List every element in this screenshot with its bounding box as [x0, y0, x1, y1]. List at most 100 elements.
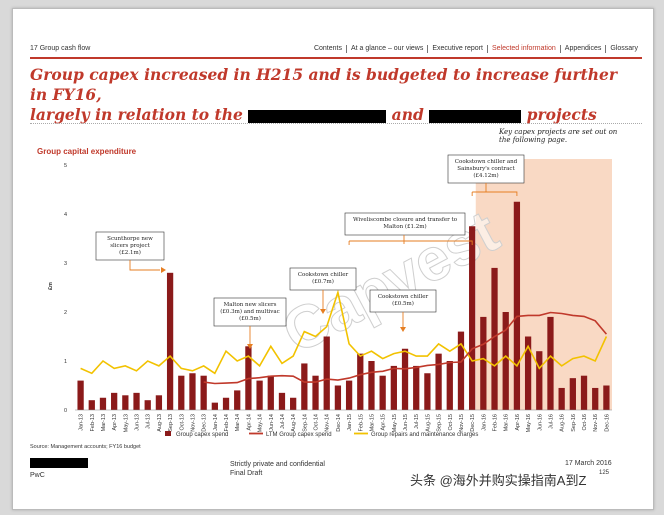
annotation-text: Cookstown chiller	[378, 294, 429, 300]
annotation-text: Cookstown chiller	[298, 272, 349, 278]
annotation-text: Cookstown chiller and	[455, 159, 518, 165]
nav-glossary[interactable]: Glossary	[605, 45, 642, 53]
annotation-text: (£0.3m) and multivac	[220, 308, 280, 315]
top-navigation: Contents At a glance – our views Executi…	[310, 45, 642, 53]
capex-bar	[558, 387, 565, 410]
x-tick-label: Mar-15	[369, 414, 375, 431]
capex-bar	[211, 402, 218, 410]
x-tick-label: Oct-14	[314, 414, 320, 431]
x-tick-label: Oct-15	[448, 414, 454, 431]
capex-bar	[301, 363, 308, 410]
nav-contents[interactable]: Contents	[313, 45, 342, 52]
footer-confidential-text: Strictly private and confidential	[230, 461, 325, 468]
annotation-bracket	[348, 240, 473, 245]
chart-title: Group capital expenditure	[37, 147, 137, 156]
y-tick-label: 2	[64, 310, 67, 316]
redaction-block	[248, 109, 387, 123]
capex-bar	[133, 392, 140, 410]
x-tick-label: Aug-13	[157, 414, 163, 432]
x-tick-label: Mar-16	[504, 414, 510, 431]
x-tick-label: Feb-15	[358, 414, 364, 431]
capex-bar	[592, 387, 599, 410]
capex-bar	[603, 385, 610, 410]
x-tick-label: Jan-13	[79, 414, 85, 431]
x-tick-label: Aug-16	[560, 414, 566, 432]
x-tick-label: Dec-13	[202, 414, 208, 432]
capex-bar	[290, 397, 297, 410]
y-tick-label: 4	[64, 212, 67, 218]
x-tick-label: Apr-14	[246, 414, 252, 431]
annotation-bracket	[471, 191, 518, 196]
capex-bar	[88, 400, 95, 410]
capex-bar	[357, 353, 364, 410]
section-title: 17 Group cash flow	[30, 45, 91, 52]
x-tick-label: Apr-13	[112, 414, 118, 431]
annotation-arrowhead	[400, 327, 406, 332]
x-tick-label: Feb-14	[224, 414, 230, 431]
capex-bar	[144, 400, 151, 410]
annotation-text: (£0.5m)	[239, 315, 261, 322]
x-tick-label: May-13	[123, 414, 129, 432]
x-tick-label: Aug-15	[425, 414, 431, 432]
capex-bar	[390, 365, 397, 410]
x-tick-label: Jan-15	[347, 414, 353, 431]
annotation-arrow	[129, 260, 160, 271]
y-axis-label: £m	[48, 282, 54, 290]
x-tick-label: Apr-15	[381, 414, 387, 431]
annotation-box	[344, 212, 466, 236]
annotation-text: Malton (£1.2m)	[383, 223, 426, 230]
capex-bar	[536, 351, 543, 410]
annotation-arrowhead	[247, 344, 253, 349]
x-tick-label: Jul-15	[414, 414, 420, 429]
capex-bar	[256, 380, 263, 410]
capex-bar	[524, 336, 532, 410]
x-tick-label: Feb-13	[90, 414, 96, 431]
capex-bar	[446, 361, 453, 410]
footer-draft-text: Final Draft	[230, 470, 263, 477]
x-tick-label: Jun-14	[269, 414, 275, 431]
legend-label: Group capex spend	[176, 432, 228, 438]
annotation-text: Scunthorpe new	[107, 236, 153, 242]
x-tick-label: Sep-14	[302, 414, 308, 432]
capex-bar	[178, 375, 185, 410]
x-tick-label: Nov-15	[459, 414, 465, 432]
x-tick-label: Sep-15	[437, 414, 443, 432]
capex-bar	[200, 375, 207, 410]
capex-bar	[312, 375, 319, 410]
annotation-text: Wiveliscombe closure and transfer to	[353, 217, 458, 223]
x-tick-label: Dec-16	[604, 414, 610, 432]
page-number: 125	[599, 470, 610, 476]
title-line-2-and: and	[391, 105, 424, 124]
annotation-text: (£0.7m)	[312, 278, 334, 285]
x-tick-label: Jun-16	[537, 414, 543, 431]
title-line-2-end: projects	[526, 105, 597, 124]
x-tick-label: Jan-14	[213, 414, 219, 431]
source-watermark: 头条 @海外并购实操指南A到Z	[410, 473, 587, 488]
nav-at-a-glance[interactable]: At a glance – our views	[345, 45, 427, 53]
nav-selected-information[interactable]: Selected information	[486, 45, 560, 53]
y-tick-label: 3	[64, 261, 67, 267]
x-tick-label: Apr-16	[515, 414, 521, 431]
header-rule	[30, 57, 642, 59]
annotation-arrowhead	[161, 267, 166, 273]
x-tick-label: Dec-15	[470, 414, 476, 432]
title-line-1: Group capex increased in H215 and is bud…	[30, 65, 618, 104]
capex-bar	[189, 373, 196, 410]
capex-bar	[513, 201, 521, 410]
divider	[30, 123, 642, 124]
capex-bar	[413, 365, 420, 410]
annotation-text: (£2.1m)	[119, 249, 141, 256]
capex-bar	[569, 378, 576, 410]
x-tick-label: May-14	[258, 414, 264, 432]
legend-label: LTM Group capex spend	[266, 432, 332, 438]
capex-bar	[379, 375, 386, 410]
nav-executive-report[interactable]: Executive report	[427, 45, 487, 53]
annotation-text: Sainsbury's contract	[457, 166, 515, 172]
capex-bar	[166, 272, 174, 410]
budget-shade	[475, 159, 612, 410]
annotation-box	[447, 154, 525, 184]
nav-appendices[interactable]: Appendices	[559, 45, 606, 53]
chart-source: Source: Management accounts; FY16 budget	[30, 444, 141, 450]
x-tick-label: Jan-16	[481, 414, 487, 431]
